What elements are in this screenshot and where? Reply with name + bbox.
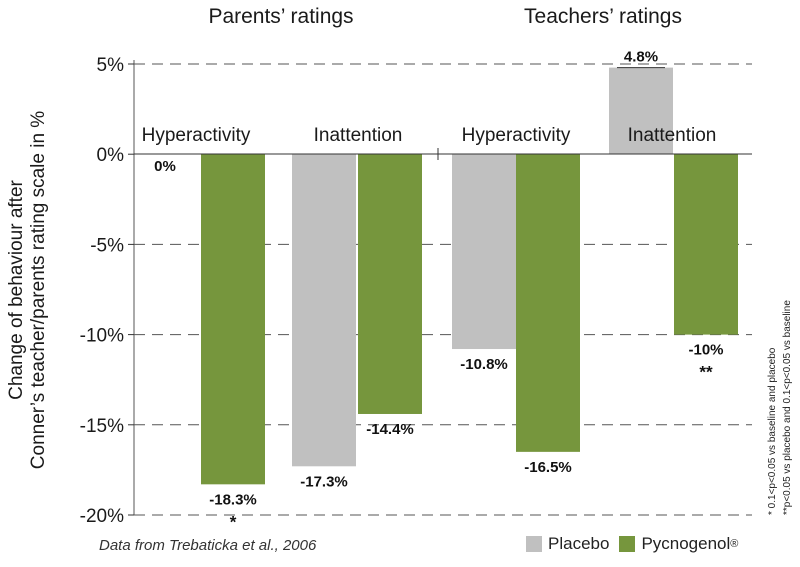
significance-marker-0: * [230, 512, 237, 531]
value-label-pycnogenol-3: -10% [688, 342, 723, 359]
y-tick-label-1: 0% [97, 145, 125, 166]
value-label-placebo-2: -10.8% [460, 356, 508, 373]
category-label-0: Hyperactivity [142, 125, 251, 146]
value-label-placebo-0: 0% [154, 158, 176, 175]
footnote-1: * 0.1<p<0.05 vs baseline and placebo [767, 347, 778, 515]
legend-swatch-placebo [526, 536, 542, 552]
bar-pycnogenol-0 [201, 154, 265, 485]
bar-pycnogenol-2 [516, 154, 580, 452]
registered-mark: ® [730, 538, 739, 550]
y-axis-label-line1: Change of behaviour after [6, 179, 27, 399]
category-label-3: Inattention [628, 125, 717, 146]
bar-pycnogenol-3 [674, 154, 738, 335]
legend: Placebo Pycnogenol ® [526, 534, 748, 554]
bar-placebo-2 [452, 154, 516, 350]
legend-label-pycnogenol: Pycnogenol [641, 534, 731, 553]
bar-placebo-1 [292, 154, 356, 467]
y-tick-label-5: -20% [80, 506, 124, 527]
source-note: Data from Trebaticka et al., 2006 [99, 537, 317, 554]
y-tick-label-0: 5% [97, 55, 125, 76]
footnote-2: **p<0.05 vs placebo and 0.1<p<0.05 vs ba… [782, 300, 793, 515]
category-label-1: Inattention [314, 125, 403, 146]
category-label-2: Hyperactivity [462, 125, 571, 146]
legend-item-pycnogenol: Pycnogenol ® [619, 534, 738, 554]
y-tick-label-2: -5% [90, 235, 124, 256]
significance-marker-3: ** [699, 363, 713, 382]
value-label-placebo-1: -17.3% [300, 473, 348, 490]
y-axis-label-line2: Conner’s teacher/parents rating scale in… [28, 111, 49, 469]
value-label-pycnogenol-2: -16.5% [524, 459, 572, 476]
value-label-pycnogenol-0: -18.3% [209, 491, 257, 508]
group-title-1: Teachers’ ratings [524, 5, 682, 28]
legend-label-placebo: Placebo [548, 534, 610, 553]
bar-placebo-3 [609, 67, 673, 155]
group-title-0: Parents’ ratings [208, 5, 353, 28]
legend-item-placebo: Placebo [526, 534, 609, 554]
legend-swatch-pycnogenol [619, 536, 636, 552]
value-label-pycnogenol-1: -14.4% [366, 421, 414, 438]
value-label-placebo-3: 4.8% [624, 49, 658, 66]
y-tick-label-3: -10% [80, 326, 124, 347]
y-tick-label-4: -15% [80, 416, 124, 437]
bar-pycnogenol-1 [358, 154, 422, 414]
